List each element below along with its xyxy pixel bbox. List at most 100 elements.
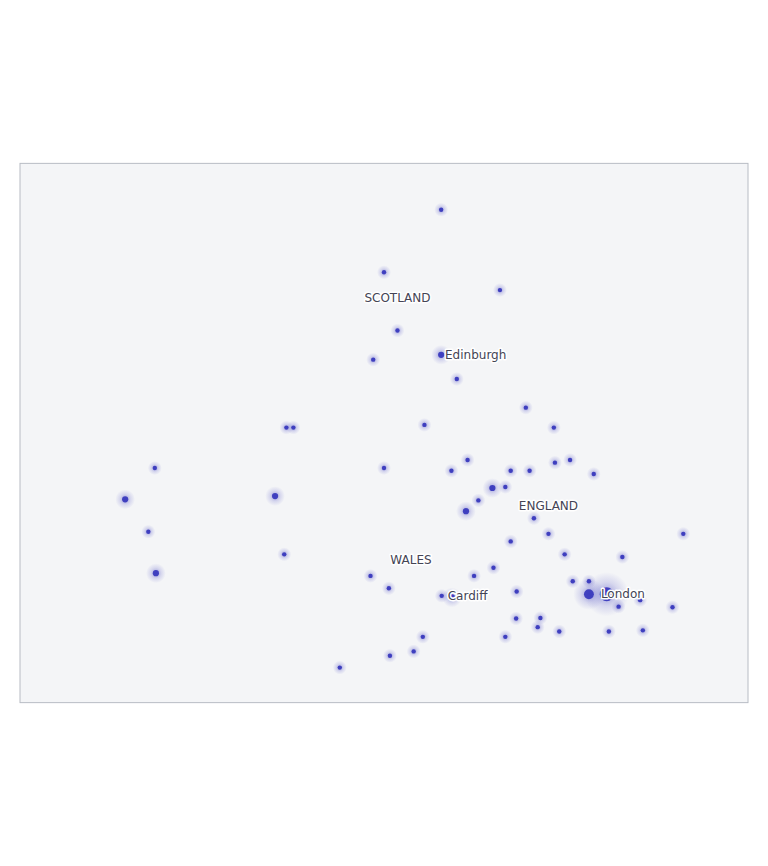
dot-core [681, 532, 685, 536]
location-dot [552, 624, 566, 638]
dot-core [584, 589, 594, 599]
location-dot [146, 563, 166, 583]
location-dot [548, 456, 562, 470]
annotation: London [601, 587, 645, 601]
dot-core [546, 532, 550, 536]
dot-core [368, 574, 372, 578]
location-dot [498, 480, 512, 494]
location-dot [461, 453, 475, 467]
dot-core [371, 357, 375, 361]
annotations: SCOTLANDENGLANDWALESEdinburghCardiffLond… [364, 291, 644, 603]
location-dot [115, 489, 135, 509]
dot-glow [286, 421, 300, 435]
dot-glow [493, 283, 507, 297]
dot-glow [444, 464, 458, 478]
location-dot [563, 453, 577, 467]
location-dot [265, 486, 285, 506]
dot-glow [582, 574, 596, 588]
dot-core [552, 425, 556, 429]
dot-core [382, 466, 386, 470]
dot-glow [612, 600, 626, 614]
dot-glow [366, 353, 380, 367]
dot-core [146, 529, 150, 533]
dot-glow [471, 493, 485, 507]
location-dot [676, 527, 690, 541]
location-dot [141, 525, 155, 539]
location-dot [615, 550, 629, 564]
dot-core [438, 352, 444, 358]
dot-glow [558, 547, 572, 561]
dot-glow [377, 461, 391, 475]
dot-core [616, 604, 620, 608]
location-dot [493, 283, 507, 297]
location-dot [612, 600, 626, 614]
location-dot [666, 600, 680, 614]
dot-glow [467, 569, 481, 583]
dot-core [571, 579, 575, 583]
dot-glow [523, 464, 537, 478]
dot-glow [141, 525, 155, 539]
dot-core [503, 635, 507, 639]
dot-glow [541, 527, 555, 541]
dot-glow [416, 630, 430, 644]
location-dot [533, 611, 547, 625]
dot-glow [566, 574, 580, 588]
dot-core [282, 552, 286, 556]
dot-core [465, 458, 469, 462]
dot-core [387, 586, 391, 590]
dot-glow [265, 486, 285, 506]
location-dot [366, 353, 380, 367]
location-dot [519, 401, 533, 415]
dot-core [476, 498, 480, 502]
dot-glow [510, 585, 524, 599]
dot-core [272, 493, 278, 499]
dot-core [463, 508, 469, 514]
annotation: SCOTLAND [364, 291, 430, 305]
location-dot [486, 561, 500, 575]
dot-glow [547, 421, 561, 435]
dot-glow [498, 630, 512, 644]
dot-core [557, 629, 561, 633]
location-dot [498, 630, 512, 644]
dot-glow [527, 511, 541, 525]
dot-core [122, 496, 128, 502]
location-dot [377, 461, 391, 475]
location-dot [417, 418, 431, 432]
dot-glow [146, 563, 166, 583]
dot-core [509, 469, 513, 473]
dot-glow [636, 623, 650, 637]
dot-core [592, 472, 596, 476]
dot-glow [417, 418, 431, 432]
dot-glow [390, 324, 404, 338]
dot-core [532, 516, 536, 520]
location-dot [434, 203, 448, 217]
location-dot [277, 547, 291, 561]
location-dot [527, 511, 541, 525]
location-dot [467, 569, 481, 583]
dot-glow [383, 649, 397, 663]
dot-glow [434, 203, 448, 217]
location-dot [390, 324, 404, 338]
location-dot [450, 372, 464, 386]
dot-glow [615, 550, 629, 564]
dot-glow [519, 401, 533, 415]
dot-glow [552, 624, 566, 638]
dot-glow [461, 453, 475, 467]
dot-glow [533, 611, 547, 625]
annotation: Edinburgh [445, 348, 506, 362]
dot-glow [115, 489, 135, 509]
location-dot [333, 661, 347, 675]
location-dot [364, 569, 378, 583]
dot-core [514, 616, 518, 620]
dot-core [527, 469, 531, 473]
dot-core [641, 628, 645, 632]
dot-core [439, 208, 443, 212]
dot-glow [450, 372, 464, 386]
annotation: ENGLAND [519, 499, 578, 513]
dot-glow [509, 612, 523, 626]
location-dot [587, 467, 601, 481]
dot-core [607, 629, 611, 633]
dot-glow [676, 527, 690, 541]
dot-core [455, 377, 459, 381]
dot-core [503, 485, 507, 489]
